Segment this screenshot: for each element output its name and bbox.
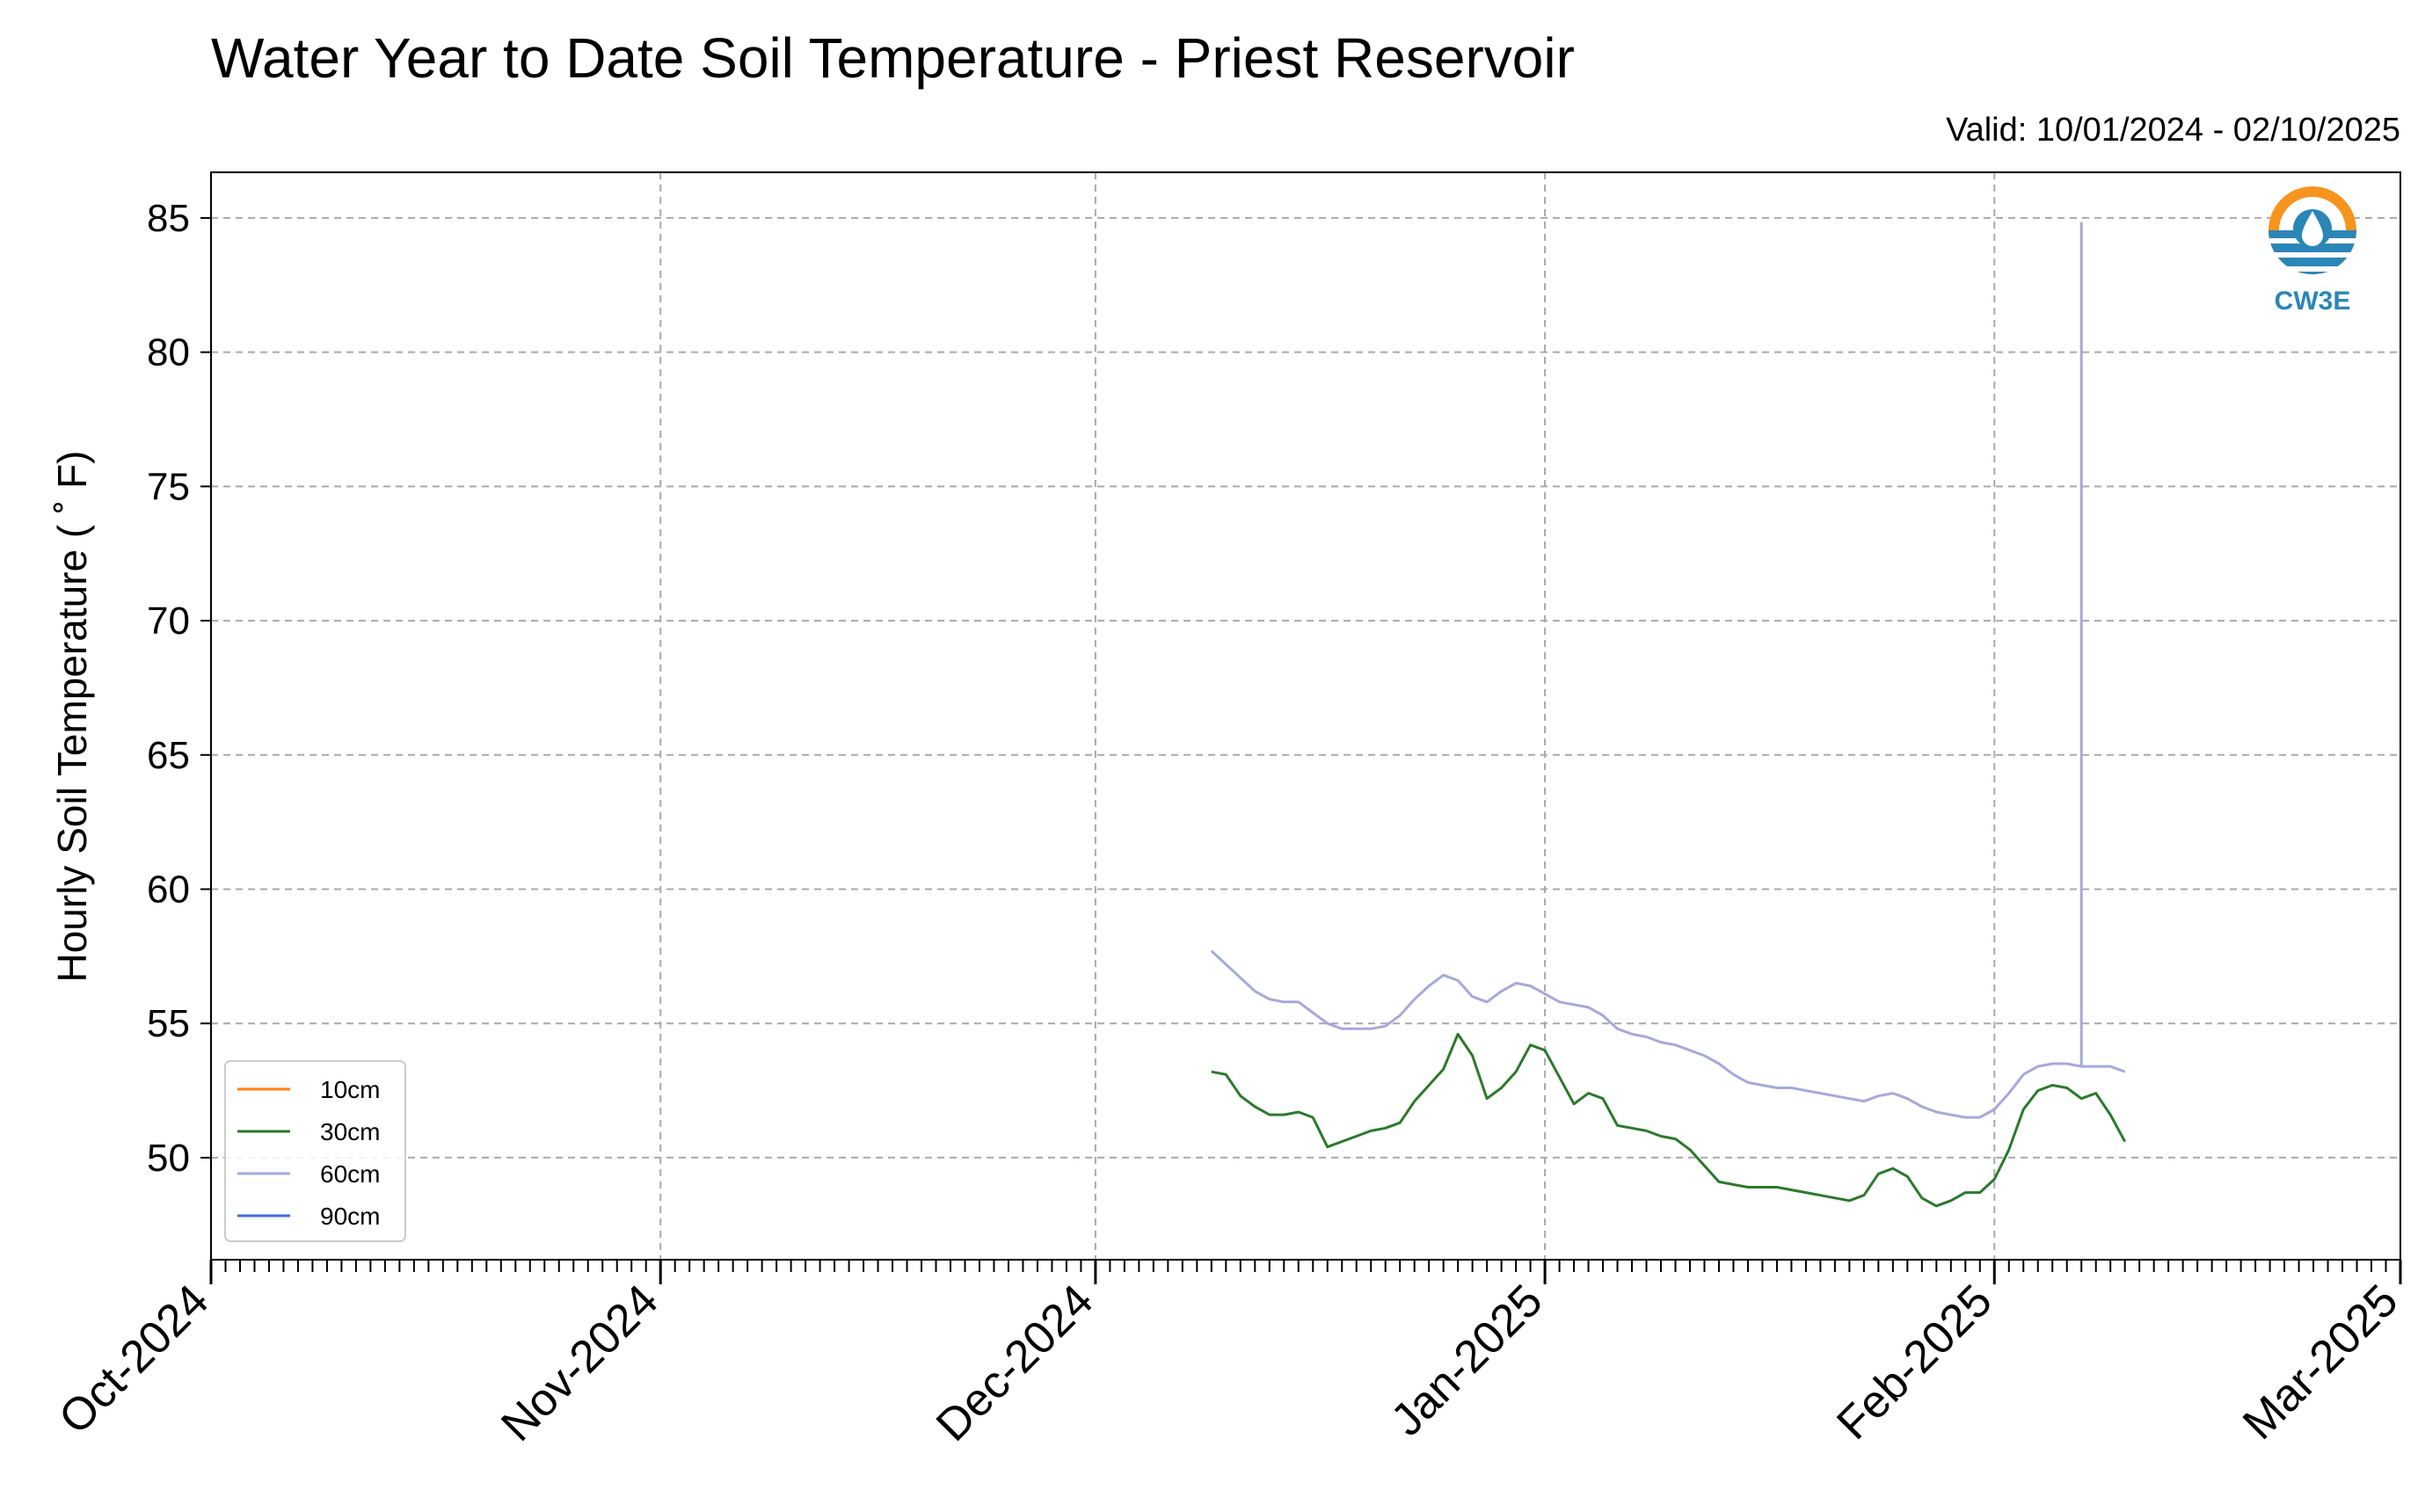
x-tick-label: Dec-2024 <box>927 1275 1103 1450</box>
y-tick-label: 70 <box>147 600 190 643</box>
grid <box>210 172 2401 1260</box>
legend-box <box>224 1060 406 1242</box>
legend: 10cm 30cm 60cm 90cm <box>224 1060 406 1242</box>
y-tick-label: 85 <box>147 197 190 240</box>
legend-item-30cm: 30cm <box>237 1118 380 1145</box>
plot-frame <box>210 171 2401 1261</box>
legend-label: 60cm <box>320 1160 380 1188</box>
chart-subtitle: Valid: 10/01/2024 - 02/10/2025 <box>1946 112 2400 149</box>
legend-item-90cm: 90cm <box>237 1203 380 1230</box>
x-tick-label: Mar-2025 <box>2233 1275 2407 1449</box>
series-layer <box>1210 222 2127 1208</box>
x-tick-label: Jan-2025 <box>1381 1275 1552 1445</box>
y-tick-label: 75 <box>147 465 190 508</box>
x-tick-label: Nov-2024 <box>492 1275 667 1450</box>
series-line-30cm <box>1211 1032 2127 1208</box>
chart-title: Water Year to Date Soil Temperature - Pr… <box>211 26 1575 90</box>
legend-label: 90cm <box>320 1203 380 1230</box>
legend-item-60cm: 60cm <box>237 1160 380 1188</box>
legend-item-10cm: 10cm <box>237 1076 380 1103</box>
series-line-60cm <box>1210 222 2126 1119</box>
y-axis: 50 55 60 65 70 75 80 85 <box>147 197 211 1180</box>
cw3e-logo: CW3E <box>2268 186 2356 316</box>
x-tick-label: Feb-2025 <box>1827 1275 2001 1449</box>
legend-label: 30cm <box>320 1118 380 1145</box>
y-axis-label: Hourly Soil Temperature ( ˚ F) <box>49 451 95 983</box>
y-tick-label: 65 <box>147 734 190 777</box>
y-tick-label: 80 <box>147 331 190 374</box>
legend-label: 10cm <box>320 1076 380 1103</box>
x-axis: Oct-2024 Nov-2024 Dec-2024 Jan-2025 Feb-2025… <box>49 1260 2407 1451</box>
y-tick-label: 60 <box>147 869 190 912</box>
cw3e-logo-text: CW3E <box>2275 287 2351 316</box>
y-tick-label: 50 <box>147 1137 190 1180</box>
cw3e-logo-icon <box>2268 186 2356 274</box>
x-tick-label: Oct-2024 <box>49 1275 218 1443</box>
y-tick-label: 55 <box>147 1002 190 1045</box>
